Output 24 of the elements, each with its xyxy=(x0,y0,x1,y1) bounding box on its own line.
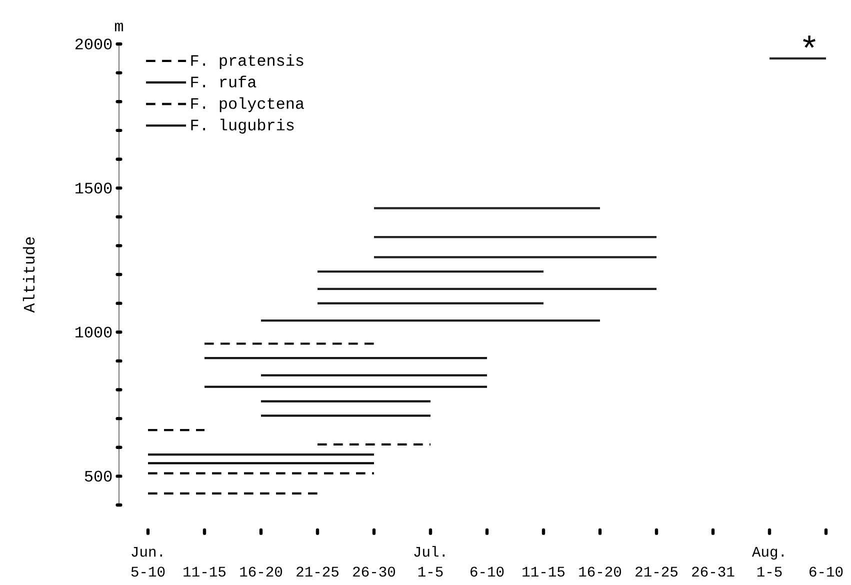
x-tick-label: 6-10 xyxy=(810,566,843,577)
y-tick-label: 1000 xyxy=(76,326,112,338)
legend-label: F. lugubris xyxy=(191,118,294,134)
x-tick-label: 6-10 xyxy=(470,566,504,577)
y-tick-label: 500 xyxy=(84,470,112,482)
x-tick-label: 26-30 xyxy=(353,566,396,577)
x-tick-label: 21-25 xyxy=(636,566,678,577)
annotation: * xyxy=(803,36,816,48)
text: m xyxy=(114,22,123,32)
legend-label: F. pratensis xyxy=(191,54,304,70)
x-tick-label: Jul. 1-5 xyxy=(414,546,444,577)
x-tick-label: 11-15 xyxy=(184,566,226,577)
y-axis-title: Altitude xyxy=(22,237,35,313)
x-tick-label: 26-31 xyxy=(692,566,734,577)
legend-label: F. polyctena xyxy=(191,97,304,112)
x-tick-label: 21-25 xyxy=(296,566,338,577)
x-tick-label: 16-20 xyxy=(240,566,282,577)
x-tick-label: Jun. 5-10 xyxy=(131,546,165,577)
y-tick-label: 1500 xyxy=(76,182,112,194)
y-tick-label: 2000 xyxy=(76,38,112,50)
x-tick-label: 16-20 xyxy=(579,566,622,577)
x-tick-label: 11-15 xyxy=(522,566,564,577)
legend-label: F. rufa xyxy=(191,76,256,88)
x-tick-label: Aug. 1-5 xyxy=(752,546,784,577)
